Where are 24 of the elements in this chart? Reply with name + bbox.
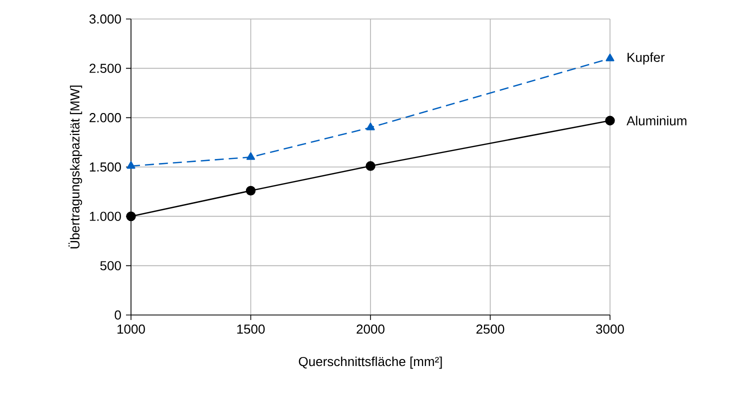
y-tick-label: 2.000 — [90, 113, 121, 122]
y-tick-label: 500 — [100, 261, 121, 270]
point — [246, 186, 256, 196]
y-axis-title: Übertragungskapazität [MW] — [68, 86, 82, 248]
y-tick-label: 0 — [114, 310, 121, 320]
point — [605, 116, 615, 126]
x-tick-label: 1500 — [237, 324, 265, 334]
x-tick-label: 1000 — [118, 324, 145, 334]
point — [366, 122, 375, 130]
point — [366, 161, 376, 171]
point — [246, 152, 256, 160]
series-label: Aluminium — [626, 116, 686, 126]
x-tick-label: 3000 — [596, 324, 624, 334]
point — [126, 211, 136, 222]
point — [126, 161, 136, 169]
series-label: Kupfer — [628, 52, 665, 65]
x-tick-label: 2500 — [476, 324, 504, 334]
y-tick-label: 1.000 — [90, 212, 121, 221]
y-tick-label: 1.500 — [90, 162, 121, 172]
y-tick-label: 2.500 — [90, 64, 121, 73]
x-tick-label: 2000 — [356, 324, 384, 334]
point — [606, 54, 614, 62]
x-axis-title: Querschnittsfläche [mm²] — [298, 356, 442, 369]
y-tick-label: 3.000 — [89, 14, 121, 24]
